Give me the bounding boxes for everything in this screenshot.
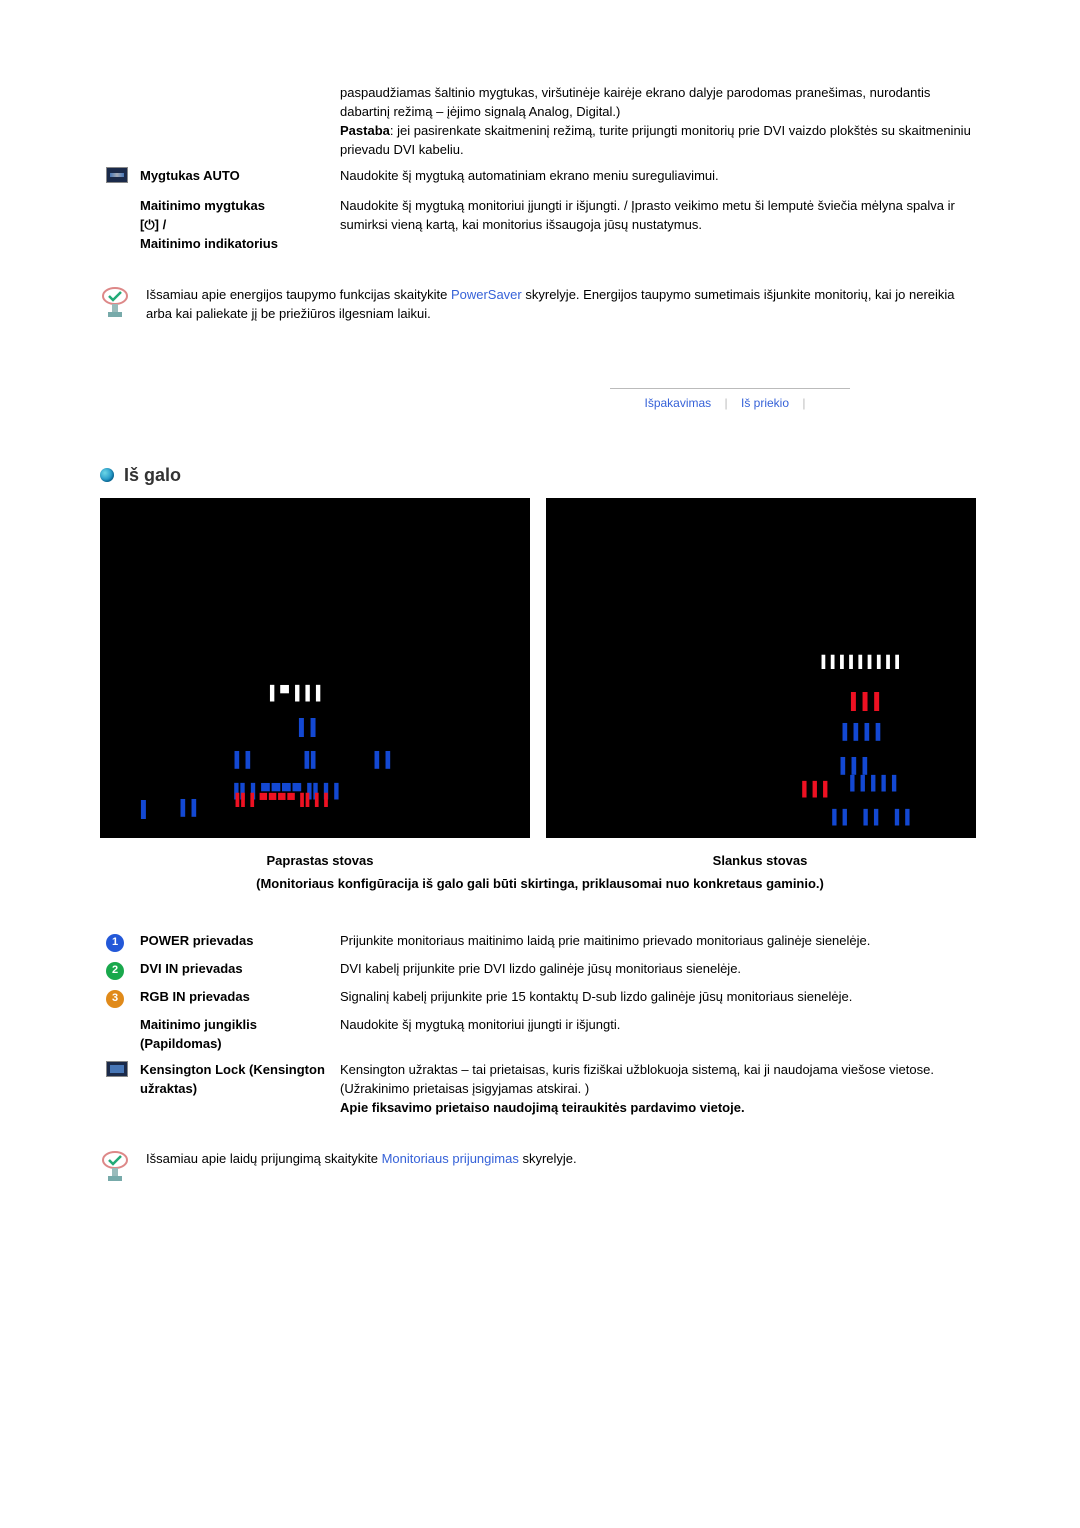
- port-glyph: ▐▐: [370, 750, 392, 772]
- nav-sep-1: |: [715, 396, 738, 410]
- section-title: Iš galo: [124, 462, 181, 488]
- auto-icon: [106, 167, 128, 183]
- note-powersaver: Išsamiau apie energijos taupymo funkcija…: [100, 286, 980, 328]
- port-glyph: ▐▌: [300, 750, 322, 772]
- source-desc: paspaudžiamas šaltinio mygtukas, viršuti…: [334, 80, 980, 163]
- monitor-images: ▌▀▐▐▐▐▐▐▐▐▌▐▐▐▌▌▀▀▀▀▐▌▌▌▐▌▌▀▀▀▀▐▌▌▌▐▐▐ ▐…: [100, 498, 980, 838]
- power-label: Maitinimo mygtukas [⏻] / Maitinimo indik…: [134, 193, 334, 258]
- nav-sep-2: |: [792, 396, 815, 410]
- monitor-back-sliding: ▐▐▐▐▐▐▐▐▐▐▐▐▐▐▐▐▐▐▐▐▐▐▐▐▐▐▐▐▐ ▐▐ ▐▐: [546, 498, 976, 838]
- power-desc: Naudokite šį mygtuką monitoriui įjungti …: [334, 193, 980, 258]
- port-glyph: ▐▐: [176, 798, 198, 820]
- num-badge: 3: [106, 990, 124, 1008]
- note-powersaver-text: Išsamiau apie energijos taupymo funkcija…: [146, 286, 980, 324]
- port-desc: Naudokite šį mygtuką monitoriui įjungti …: [334, 1012, 980, 1058]
- port-glyph: ▌▀▐▐▐: [270, 684, 322, 704]
- nav-links: Išpakavimas | Iš priekio |: [100, 388, 980, 412]
- note-icon: [100, 286, 132, 328]
- port-label: Kensington Lock (Kensington užraktas): [134, 1057, 334, 1122]
- source-desc-text: paspaudžiamas šaltinio mygtukas, viršuti…: [340, 85, 930, 119]
- bullet-icon: [100, 468, 114, 482]
- port-desc: DVI kabelį prijunkite prie DVI lizdo gal…: [334, 956, 980, 984]
- power-symbol-icon: ⏻: [144, 217, 154, 232]
- port-glyph: ▐▐: [230, 750, 252, 772]
- port-glyph: ▐▐ ▐▐ ▐▐: [828, 808, 911, 828]
- port-glyph: ▐▌▌▀▀▀▀▐▌▌▌: [232, 792, 333, 809]
- note-icon-2: [100, 1150, 132, 1192]
- connecting-link[interactable]: Monitoriaus prijungimas: [382, 1151, 519, 1166]
- controls-table: paspaudžiamas šaltinio mygtukas, viršuti…: [100, 80, 980, 258]
- port-glyph: ▐▐: [294, 716, 317, 739]
- note-text: : jei pasirenkate skaitmeninį režimą, tu…: [340, 123, 971, 157]
- port-desc: Kensington užraktas – tai prietaisas, ku…: [334, 1057, 980, 1122]
- port-glyph: ▐▐▐▐▐▐▐▐▐: [818, 654, 901, 671]
- note-label: Pastaba: [340, 123, 390, 138]
- num-badge: 2: [106, 962, 124, 980]
- port-glyph: ▐▐▐▐▐: [846, 774, 898, 794]
- port-glyph: ▐: [136, 798, 148, 821]
- auto-label: Mygtukas AUTO: [134, 163, 334, 193]
- captions: Paprastas stovas Slankus stovas: [100, 852, 980, 871]
- section-head: Iš galo: [100, 462, 980, 488]
- caption-sliding: Slankus stovas: [540, 852, 980, 871]
- nav-unpacking[interactable]: Išpakavimas: [644, 396, 711, 410]
- port-glyph: ▐▐▐: [798, 780, 829, 800]
- port-label: POWER prievadas: [134, 928, 334, 956]
- caption-simple: Paprastas stovas: [100, 852, 540, 871]
- port-label: DVI IN prievadas: [134, 956, 334, 984]
- monitor-back-simple: ▌▀▐▐▐▐▐▐▐▐▌▐▐▐▌▌▀▀▀▀▐▌▌▌▐▌▌▀▀▀▀▐▌▌▌▐▐▐: [100, 498, 530, 838]
- note-connecting: Išsamiau apie laidų prijungimą skaitykit…: [100, 1150, 980, 1192]
- ports-table: 1 POWER prievadasPrijunkite monitoriaus m…: [100, 928, 980, 1122]
- powersaver-link[interactable]: PowerSaver: [451, 287, 522, 302]
- port-glyph: ▐▐▐▐: [838, 722, 882, 744]
- port-desc: Prijunkite monitoriaus maitinimo laidą p…: [334, 928, 980, 956]
- port-glyph: ▐▐▐: [846, 690, 881, 713]
- nav-front[interactable]: Iš priekio: [741, 396, 789, 410]
- num-badge: 1: [106, 934, 124, 952]
- lock-icon: [106, 1061, 128, 1077]
- port-desc: Signalinį kabelį prijunkite prie 15 kont…: [334, 984, 980, 1012]
- port-label: RGB IN prievadas: [134, 984, 334, 1012]
- port-label: Maitinimo jungiklis (Papildomas): [134, 1012, 334, 1058]
- caption-sub: (Monitoriaus konfigūracija iš galo gali …: [100, 875, 980, 894]
- auto-desc: Naudokite šį mygtuką automatiniam ekrano…: [334, 163, 980, 193]
- note-connecting-text: Išsamiau apie laidų prijungimą skaitykit…: [146, 1150, 577, 1169]
